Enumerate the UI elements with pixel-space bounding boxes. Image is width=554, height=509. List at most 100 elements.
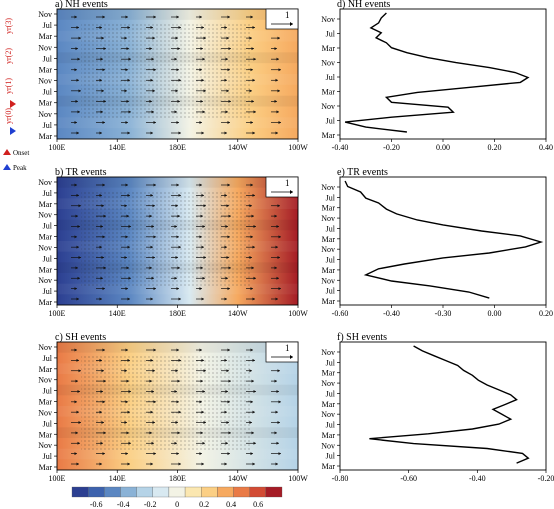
vector-head <box>128 224 131 228</box>
vector-head <box>102 68 105 72</box>
vector-head <box>176 348 179 352</box>
y-tick-label: Nov <box>38 77 52 86</box>
vector-head <box>128 389 131 393</box>
vector-head <box>225 276 228 280</box>
vector-head <box>178 245 181 249</box>
vector-head <box>124 89 127 93</box>
vector-head <box>225 224 228 228</box>
y-tick-label: Jul <box>43 54 53 63</box>
vector-head <box>127 78 130 82</box>
vector-head <box>101 89 104 93</box>
vector-head <box>74 15 77 19</box>
vector-head <box>275 78 278 82</box>
vector-head <box>203 421 206 425</box>
y-tick-label: Nov <box>38 408 52 417</box>
profile-panels: d) NH eventsNovJulMarNovJulMarNovJulMar-… <box>321 0 554 483</box>
vector-head <box>150 462 153 466</box>
vector-head <box>153 452 156 456</box>
y-tick-label: Mar <box>39 32 53 41</box>
vector-head <box>125 235 128 239</box>
peak-marker-icon <box>10 127 16 135</box>
panel-b: 1b) TR eventsNovJulMarNovJulMarNovJulMar… <box>38 167 308 318</box>
y-tick-label: Jul <box>43 254 53 263</box>
vector-head <box>176 183 179 187</box>
vector-head <box>99 358 102 362</box>
vector-head <box>178 358 181 362</box>
vector-head <box>275 131 278 135</box>
vector-head <box>152 256 155 260</box>
vector-head <box>277 369 280 373</box>
vector-head <box>124 421 127 425</box>
y-tick-label: Mar <box>39 65 53 74</box>
vector-head <box>74 348 77 352</box>
band <box>57 177 298 188</box>
vector-head <box>76 245 79 249</box>
vector-head <box>201 26 204 30</box>
vector-head <box>150 131 153 135</box>
vector-head <box>252 193 255 197</box>
vector-head <box>77 224 80 228</box>
y-tick-label: Nov <box>38 211 52 220</box>
vector-head <box>76 193 79 197</box>
vector-head <box>177 379 180 383</box>
y-tick-label: Nov <box>38 376 52 385</box>
vector-head <box>178 193 181 197</box>
vector-head <box>276 389 279 393</box>
vector-head <box>176 68 179 72</box>
vector-head <box>203 89 206 93</box>
vector-head <box>125 183 128 187</box>
vector-head <box>76 297 79 301</box>
reference-vector: 1 <box>265 176 299 198</box>
colorbar-swatch <box>88 486 105 498</box>
vector-head <box>174 389 177 393</box>
vector-head <box>201 297 204 301</box>
vector-head <box>175 36 178 40</box>
vector-head <box>177 266 180 270</box>
y-tick-label: Mar <box>39 365 53 374</box>
vector-head <box>277 256 280 260</box>
vector-head <box>103 214 106 218</box>
vector-head <box>175 89 178 93</box>
vector-head <box>203 36 206 40</box>
vector-head <box>226 36 229 40</box>
colorbar-tick-label: 0.2 <box>199 500 209 509</box>
reference-arrow-head <box>290 22 293 26</box>
vector-head <box>150 358 153 362</box>
vector-head <box>251 214 254 218</box>
vector-head <box>252 131 255 135</box>
x-tick-label: 100E <box>49 143 66 152</box>
vector-head <box>224 358 227 362</box>
vector-head <box>199 120 202 124</box>
vector-head <box>75 431 78 435</box>
vector-head <box>277 421 280 425</box>
x-tick-label: 0.00 <box>436 143 450 152</box>
vector-head <box>278 400 281 404</box>
vector-head <box>275 297 278 301</box>
vector-head <box>274 379 277 383</box>
vector-head <box>253 441 256 445</box>
y-tick-label: Mar <box>39 233 53 242</box>
vector-head <box>175 421 178 425</box>
y-tick-label: Nov <box>321 59 335 68</box>
y-tick-label: Mar <box>322 369 336 378</box>
y-tick-label: Jul <box>326 421 336 430</box>
vector-head <box>152 36 155 40</box>
vector-head <box>149 266 152 270</box>
y-tick-label: Jul <box>326 452 336 461</box>
vector-head <box>76 26 79 30</box>
vector-head <box>253 224 256 228</box>
vector-head <box>176 452 179 456</box>
vector-head <box>101 369 104 373</box>
y-tick-label: Nov <box>38 243 52 252</box>
x-tick-label: 100W <box>288 474 308 483</box>
onset-marker-icon <box>10 100 16 108</box>
y-tick-label: Nov <box>38 110 52 119</box>
vector-head <box>278 235 281 239</box>
vector-head <box>227 452 230 456</box>
vector-head <box>178 297 181 301</box>
vector-head <box>153 348 156 352</box>
y-tick-label: Nov <box>321 245 335 254</box>
reference-arrow-head <box>290 190 293 194</box>
vector-head <box>151 57 154 61</box>
